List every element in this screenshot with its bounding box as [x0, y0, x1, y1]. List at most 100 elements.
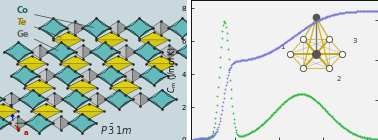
Polygon shape	[147, 42, 161, 52]
Polygon shape	[25, 114, 53, 133]
Polygon shape	[31, 104, 61, 111]
Polygon shape	[68, 76, 82, 85]
Polygon shape	[82, 123, 96, 133]
Polygon shape	[76, 99, 90, 109]
Polygon shape	[169, 28, 183, 38]
Polygon shape	[139, 32, 169, 40]
Polygon shape	[74, 104, 104, 111]
Polygon shape	[53, 32, 83, 48]
Polygon shape	[33, 90, 47, 99]
Polygon shape	[47, 42, 76, 61]
Polygon shape	[122, 69, 132, 82]
Polygon shape	[68, 66, 82, 76]
Polygon shape	[146, 56, 176, 64]
Polygon shape	[54, 66, 82, 85]
Polygon shape	[110, 80, 140, 88]
Polygon shape	[0, 90, 4, 99]
Polygon shape	[154, 76, 168, 85]
Polygon shape	[148, 90, 162, 99]
Polygon shape	[103, 56, 133, 71]
Polygon shape	[60, 56, 90, 64]
Polygon shape	[44, 93, 54, 106]
Polygon shape	[39, 123, 53, 133]
Polygon shape	[96, 18, 110, 28]
Polygon shape	[7, 116, 18, 130]
Polygon shape	[132, 69, 143, 82]
Polygon shape	[0, 104, 18, 119]
Polygon shape	[74, 104, 104, 119]
Polygon shape	[125, 18, 153, 38]
Polygon shape	[97, 66, 125, 85]
Polygon shape	[111, 66, 125, 76]
Polygon shape	[141, 93, 151, 106]
Polygon shape	[62, 90, 90, 109]
Polygon shape	[98, 93, 108, 106]
Polygon shape	[133, 52, 147, 61]
Text: Co: Co	[17, 6, 29, 15]
Polygon shape	[161, 21, 171, 35]
Polygon shape	[11, 66, 39, 85]
Polygon shape	[169, 45, 180, 59]
Polygon shape	[148, 99, 162, 109]
Polygon shape	[90, 52, 104, 61]
Polygon shape	[119, 99, 133, 109]
Polygon shape	[75, 21, 85, 35]
Polygon shape	[139, 18, 153, 28]
Polygon shape	[1, 93, 11, 106]
Polygon shape	[177, 52, 191, 61]
Polygon shape	[67, 80, 97, 95]
Polygon shape	[104, 42, 119, 52]
Polygon shape	[50, 116, 60, 130]
Text: $P\,\bar{3}\,1m$: $P\,\bar{3}\,1m$	[100, 123, 132, 137]
Text: c: c	[8, 103, 12, 109]
Polygon shape	[183, 18, 197, 28]
Polygon shape	[116, 45, 126, 59]
Polygon shape	[24, 80, 54, 95]
Polygon shape	[133, 42, 161, 61]
Polygon shape	[47, 42, 62, 52]
Polygon shape	[90, 42, 119, 61]
Polygon shape	[62, 52, 76, 61]
Y-axis label: $C_m$ (J/mol K): $C_m$ (J/mol K)	[166, 46, 179, 94]
Polygon shape	[5, 42, 33, 61]
Polygon shape	[33, 99, 47, 109]
Polygon shape	[90, 42, 104, 52]
Polygon shape	[154, 66, 168, 76]
Polygon shape	[119, 90, 133, 99]
Polygon shape	[31, 104, 61, 119]
Polygon shape	[25, 114, 39, 123]
Polygon shape	[0, 90, 4, 109]
Polygon shape	[108, 21, 118, 35]
Polygon shape	[105, 90, 133, 109]
Polygon shape	[96, 32, 126, 48]
Polygon shape	[53, 18, 67, 28]
Polygon shape	[62, 90, 76, 99]
Polygon shape	[0, 99, 4, 109]
Polygon shape	[104, 52, 119, 61]
Polygon shape	[67, 80, 97, 88]
Polygon shape	[19, 42, 33, 52]
Polygon shape	[17, 56, 47, 71]
Polygon shape	[68, 123, 82, 133]
Polygon shape	[169, 18, 197, 38]
Polygon shape	[126, 45, 136, 59]
Polygon shape	[0, 104, 18, 111]
Polygon shape	[82, 18, 96, 28]
Polygon shape	[96, 28, 110, 38]
Polygon shape	[46, 69, 57, 82]
Text: Te: Te	[17, 18, 27, 27]
Polygon shape	[133, 42, 147, 52]
Polygon shape	[19, 99, 33, 109]
Polygon shape	[65, 21, 75, 35]
Polygon shape	[0, 114, 10, 123]
Polygon shape	[54, 66, 68, 76]
Polygon shape	[110, 80, 140, 95]
Polygon shape	[25, 66, 39, 76]
Polygon shape	[68, 114, 82, 123]
Polygon shape	[139, 32, 169, 48]
Polygon shape	[130, 93, 141, 106]
Polygon shape	[140, 66, 154, 76]
Polygon shape	[118, 21, 128, 35]
Polygon shape	[82, 18, 110, 38]
Polygon shape	[11, 93, 22, 106]
